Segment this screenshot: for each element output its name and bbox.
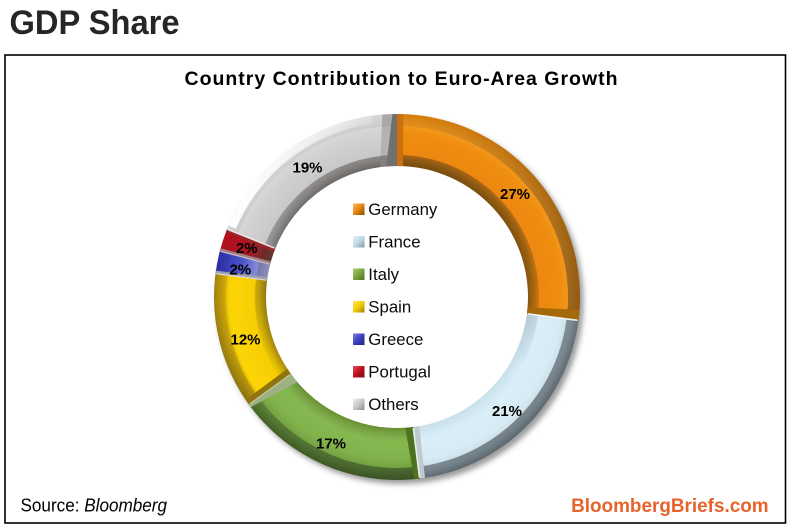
svg-text:12%: 12% [230, 331, 260, 348]
svg-text:Italy: Italy [368, 265, 399, 284]
svg-text:Country Contribution to Euro-A: Country Contribution to Euro-Area Growth [185, 68, 618, 90]
svg-text:Portugal: Portugal [368, 363, 431, 382]
svg-text:19%: 19% [292, 160, 322, 177]
svg-text:Spain: Spain [368, 298, 411, 317]
svg-text:Germany: Germany [368, 200, 438, 219]
svg-text:GDP Share: GDP Share [10, 4, 180, 42]
svg-text:27%: 27% [500, 186, 530, 203]
svg-text:2%: 2% [229, 261, 251, 278]
svg-text:Others: Others [368, 395, 418, 414]
svg-text:BloombergBriefs.com: BloombergBriefs.com [571, 496, 769, 517]
svg-text:17%: 17% [316, 435, 346, 452]
svg-text:Greece: Greece [368, 330, 423, 349]
svg-text:France: France [368, 233, 420, 252]
svg-text:Source: Bloomberg: Source: Bloomberg [21, 495, 168, 516]
svg-text:21%: 21% [492, 403, 522, 420]
svg-text:2%: 2% [236, 240, 258, 257]
